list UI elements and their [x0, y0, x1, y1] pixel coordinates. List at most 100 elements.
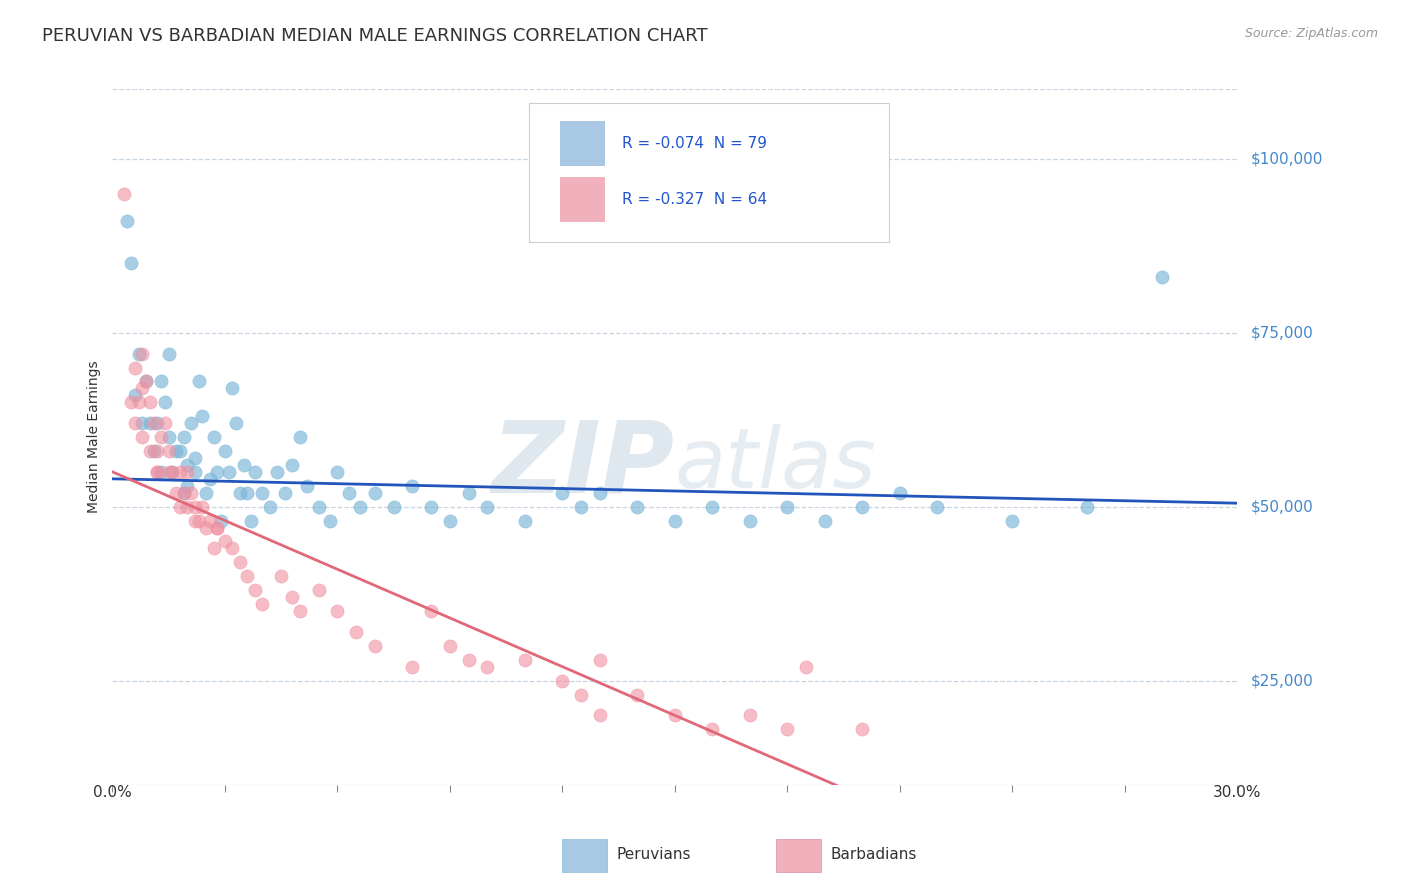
Point [382, 500, 405, 514]
Point [214, 444, 236, 458]
Point [157, 430, 180, 444]
Point [165, 444, 187, 458]
FancyBboxPatch shape [560, 120, 605, 166]
Point [195, 520, 218, 534]
Point [173, 485, 195, 500]
Point [477, 500, 499, 514]
Point [252, 485, 274, 500]
Point [176, 479, 198, 493]
Point [229, 485, 252, 500]
Point [337, 485, 360, 500]
Point [184, 450, 207, 465]
Point [124, 388, 146, 402]
Point [281, 590, 304, 604]
Point [349, 500, 371, 514]
Point [513, 653, 536, 667]
Point [439, 514, 461, 528]
Point [120, 256, 142, 270]
Text: Source: ZipAtlas.com: Source: ZipAtlas.com [1244, 27, 1378, 40]
Point [308, 500, 330, 514]
Point [889, 485, 911, 500]
Point [124, 416, 146, 430]
Point [202, 430, 225, 444]
Point [319, 514, 342, 528]
FancyBboxPatch shape [562, 838, 607, 872]
Point [664, 514, 686, 528]
Text: atlas: atlas [675, 425, 876, 506]
Point [187, 514, 209, 528]
Point [776, 500, 799, 514]
Point [180, 416, 202, 430]
Point [738, 514, 761, 528]
Point [551, 673, 574, 688]
Point [851, 500, 873, 514]
Point [1001, 514, 1024, 528]
Point [202, 541, 225, 556]
Point [120, 395, 142, 409]
Point [162, 465, 184, 479]
Point [146, 444, 169, 458]
Point [236, 569, 259, 583]
Point [135, 375, 157, 389]
Point [794, 659, 817, 673]
Text: ZIP: ZIP [492, 417, 675, 514]
Point [1152, 270, 1174, 285]
Point [420, 500, 443, 514]
Point [176, 458, 198, 472]
Point [131, 346, 153, 360]
Text: 0.0%: 0.0% [93, 785, 132, 800]
Point [420, 604, 443, 618]
Point [569, 500, 592, 514]
Point [589, 653, 612, 667]
Point [221, 381, 243, 395]
Point [513, 514, 536, 528]
Point [142, 416, 165, 430]
Point [187, 375, 209, 389]
Point [173, 485, 195, 500]
Point [401, 479, 423, 493]
Point [243, 583, 266, 598]
Point [274, 485, 297, 500]
Point [297, 479, 319, 493]
Point [128, 346, 150, 360]
FancyBboxPatch shape [560, 177, 605, 222]
Point [207, 520, 229, 534]
Point [626, 500, 648, 514]
Text: R = -0.074  N = 79: R = -0.074 N = 79 [621, 136, 768, 151]
Point [184, 514, 207, 528]
Point [128, 395, 150, 409]
Point [146, 416, 169, 430]
Point [252, 597, 274, 611]
Point [457, 485, 479, 500]
Point [214, 534, 236, 549]
Point [142, 444, 165, 458]
Point [364, 639, 387, 653]
Point [207, 465, 229, 479]
Point [1076, 500, 1098, 514]
Point [240, 514, 263, 528]
Text: PERUVIAN VS BARBADIAN MEDIAN MALE EARNINGS CORRELATION CHART: PERUVIAN VS BARBADIAN MEDIAN MALE EARNIN… [42, 27, 707, 45]
Point [236, 485, 259, 500]
Point [288, 604, 311, 618]
Point [169, 500, 191, 514]
FancyBboxPatch shape [776, 838, 821, 872]
Point [326, 604, 349, 618]
Point [270, 569, 292, 583]
Point [165, 485, 187, 500]
Point [477, 659, 499, 673]
Point [157, 465, 180, 479]
FancyBboxPatch shape [529, 103, 889, 243]
Point [150, 430, 173, 444]
Point [150, 465, 173, 479]
Point [364, 485, 387, 500]
Point [150, 375, 173, 389]
Point [457, 653, 479, 667]
Point [169, 465, 191, 479]
Point [207, 520, 229, 534]
Point [191, 409, 214, 424]
Point [146, 465, 169, 479]
Point [124, 360, 146, 375]
Point [195, 485, 218, 500]
Text: Barbadians: Barbadians [830, 847, 917, 862]
Point [225, 416, 247, 430]
